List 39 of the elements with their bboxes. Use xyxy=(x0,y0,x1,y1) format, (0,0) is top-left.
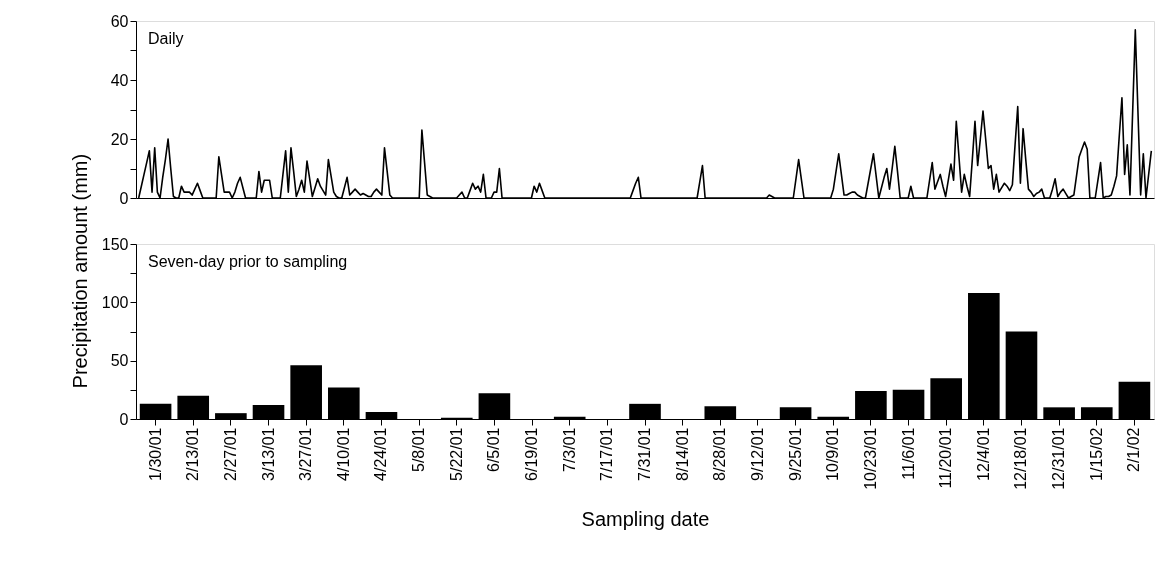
y-tick-label: 40 xyxy=(110,71,129,89)
x-tick-label: 2/13/01 xyxy=(184,427,202,481)
x-tick-label: 3/27/01 xyxy=(297,427,315,481)
x-tick-label: 6/19/01 xyxy=(523,427,541,481)
x-tick-label: 3/13/01 xyxy=(259,427,277,481)
x-tick-label: 5/22/01 xyxy=(447,427,465,481)
x-tick-label: 8/14/01 xyxy=(673,427,691,481)
text: Daily xyxy=(148,30,184,47)
x-tick-label: 10/23/01 xyxy=(861,427,879,490)
y-tick-label: 150 xyxy=(101,235,129,253)
y-axis-title: Precipitation amount (mm) xyxy=(68,153,91,389)
x-tick-label: 4/10/01 xyxy=(334,427,352,481)
y-tick-label: 0 xyxy=(119,189,129,207)
text: Seven-day prior to sampling xyxy=(148,253,348,270)
x-tick-label: 8/28/01 xyxy=(711,427,729,481)
x-tick-label: 6/5/01 xyxy=(485,427,503,472)
y-tick-label: 50 xyxy=(110,352,129,370)
x-tick-label: 9/12/01 xyxy=(748,427,766,481)
y-tick-label: 0 xyxy=(119,410,129,428)
y-tick-label: 20 xyxy=(110,130,129,148)
x-tick-label: 2/27/01 xyxy=(221,427,239,481)
x-tick-label: 9/25/01 xyxy=(786,427,804,481)
x-tick-label: 12/31/01 xyxy=(1050,427,1068,490)
x-tick-label: 1/30/01 xyxy=(146,427,164,481)
x-tick-label: 7/31/01 xyxy=(636,427,653,481)
x-tick-label: 12/18/01 xyxy=(1012,427,1030,490)
x-tick-label: 11/6/01 xyxy=(899,427,917,480)
y-tick-label: 100 xyxy=(101,293,129,311)
x-tick-label: 2/1/02 xyxy=(1125,427,1143,472)
x-axis-title: Sampling date xyxy=(581,507,710,530)
x-tick-label: 1/15/02 xyxy=(1087,427,1105,481)
y-tick-label: 60 xyxy=(110,12,129,30)
x-tick-label: 7/17/01 xyxy=(598,427,616,481)
x-tick-label: 11/20/01 xyxy=(937,427,955,489)
x-tick-label: 4/24/01 xyxy=(372,427,390,481)
x-tick-label: 7/3/01 xyxy=(560,427,578,472)
x-tick-label: 12/4/01 xyxy=(974,427,992,481)
x-tick-label: 10/9/01 xyxy=(824,427,842,481)
x-tick-label: 5/8/01 xyxy=(410,427,428,472)
